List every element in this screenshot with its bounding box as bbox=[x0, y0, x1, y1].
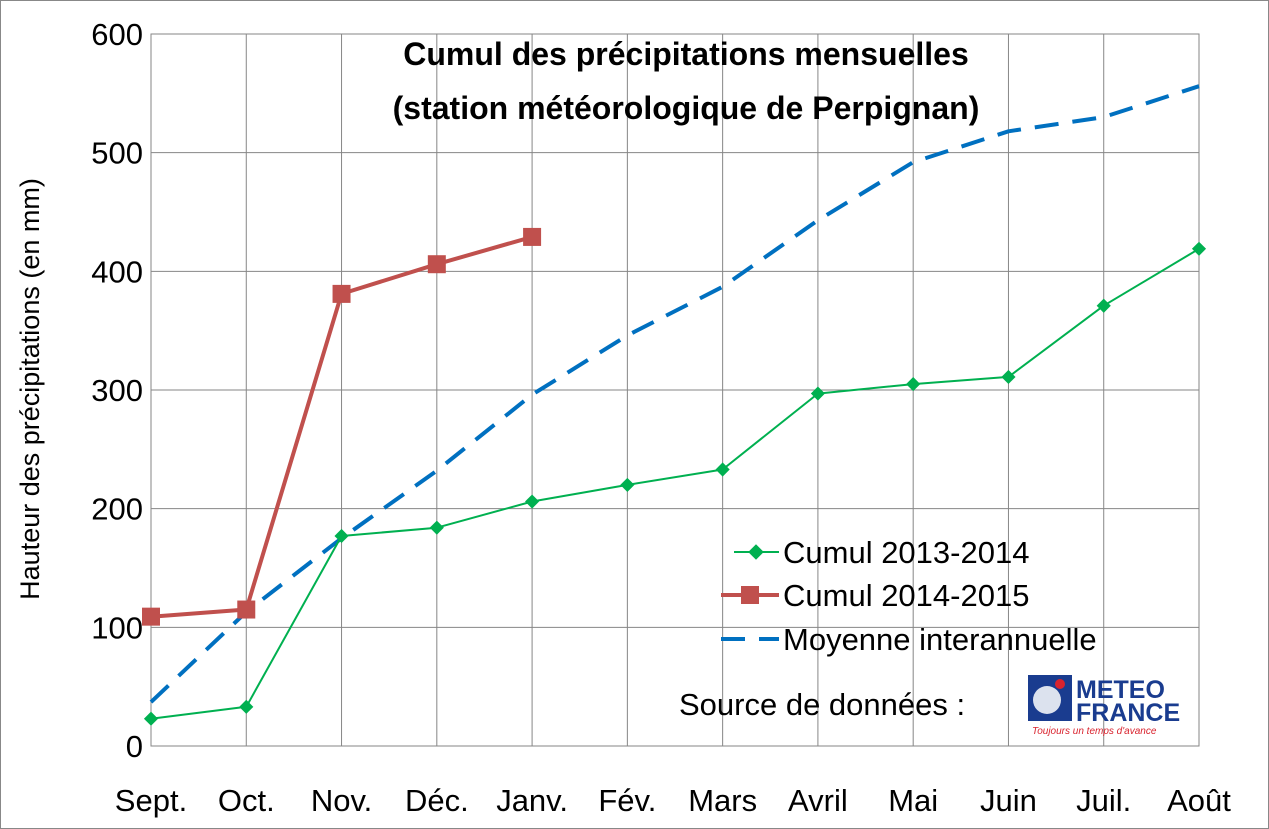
chart-subtitle: (station météorologique de Perpignan) bbox=[393, 90, 980, 126]
point-s0-7 bbox=[810, 386, 825, 401]
legend-marker-2013-2014 bbox=[748, 544, 764, 560]
series-0 bbox=[143, 241, 1207, 726]
legend-label-moyenne: Moyenne interannuelle bbox=[783, 622, 1097, 657]
x-tick-label-2: Nov. bbox=[311, 783, 372, 818]
x-tick-label-11: Août bbox=[1167, 783, 1231, 818]
legend-label-2014-2015: Cumul 2014-2015 bbox=[783, 578, 1029, 613]
point-s0-1 bbox=[239, 699, 254, 714]
point-s1-1 bbox=[237, 600, 256, 619]
series-line-2 bbox=[149, 84, 1200, 704]
y-tick-label-5: 500 bbox=[91, 136, 143, 171]
y-tick-label-2: 200 bbox=[91, 492, 143, 527]
x-tick-label-8: Mai bbox=[888, 783, 938, 818]
y-tick-label-3: 300 bbox=[91, 373, 143, 408]
source-label: Source de données : bbox=[679, 687, 965, 722]
point-s0-2 bbox=[334, 528, 349, 544]
series-1 bbox=[142, 227, 542, 626]
logo-globe-highlight bbox=[1033, 686, 1061, 714]
x-tick-label-9: Juin bbox=[980, 783, 1037, 818]
point-s0-9 bbox=[1001, 369, 1016, 385]
x-tick-label-4: Janv. bbox=[496, 783, 568, 818]
logo-tagline: Toujours un temps d'avance bbox=[1032, 726, 1157, 737]
point-s1-4 bbox=[523, 227, 542, 246]
point-s0-3 bbox=[429, 520, 444, 535]
point-s1-2 bbox=[332, 284, 351, 303]
y-axis-label: Hauteur des précipitations (en mm) bbox=[15, 178, 45, 600]
logo-line2: FRANCE bbox=[1076, 699, 1180, 727]
series-layer bbox=[142, 84, 1207, 726]
point-s0-0 bbox=[143, 711, 159, 726]
x-tick-label-0: Sept. bbox=[115, 783, 187, 818]
chart-title: Cumul des précipitations mensuelles bbox=[403, 36, 968, 72]
series-2 bbox=[149, 84, 1200, 704]
point-s0-11 bbox=[1191, 241, 1207, 256]
y-tick-label-0: 0 bbox=[126, 729, 143, 764]
y-tick-label-4: 400 bbox=[91, 254, 143, 289]
point-s1-3 bbox=[427, 255, 446, 274]
x-tick-label-3: Déc. bbox=[405, 783, 469, 818]
point-s0-5 bbox=[620, 477, 635, 493]
point-s0-4 bbox=[525, 494, 540, 509]
logo-sun-dot bbox=[1055, 679, 1065, 689]
logo-line1: METEO bbox=[1076, 676, 1165, 704]
x-tick-label-5: Fév. bbox=[598, 783, 656, 818]
point-s0-6 bbox=[715, 462, 730, 477]
legend-label-2013-2014: Cumul 2013-2014 bbox=[783, 535, 1029, 570]
x-tick-label-10: Juil. bbox=[1076, 783, 1131, 818]
x-tick-label-6: Mars bbox=[688, 783, 757, 818]
point-s0-10 bbox=[1096, 298, 1111, 313]
point-s0-8 bbox=[906, 376, 921, 392]
x-tick-label-7: Avril bbox=[788, 783, 848, 818]
grid-lines bbox=[150, 33, 1200, 747]
x-axis-ticks: Sept. Oct. Nov. Déc. Janv. Fév. Mars Avril Mai Ju… bbox=[115, 783, 1231, 818]
point-s1-0 bbox=[142, 607, 160, 626]
y-tick-label-1: 100 bbox=[91, 610, 143, 645]
legend: Cumul 2013-2014 Cumul 2014-2015 Moyenne … bbox=[721, 535, 1097, 657]
y-tick-label-6: 600 bbox=[91, 17, 143, 52]
y-axis-ticks: 0 100 200 300 400 500 600 bbox=[91, 17, 143, 764]
legend-marker-2014-2015 bbox=[741, 586, 759, 604]
x-tick-label-1: Oct. bbox=[218, 783, 275, 818]
series-line-0 bbox=[150, 247, 1200, 720]
meteo-france-logo: METEO FRANCE Toujours un temps d'avance bbox=[1028, 675, 1180, 737]
